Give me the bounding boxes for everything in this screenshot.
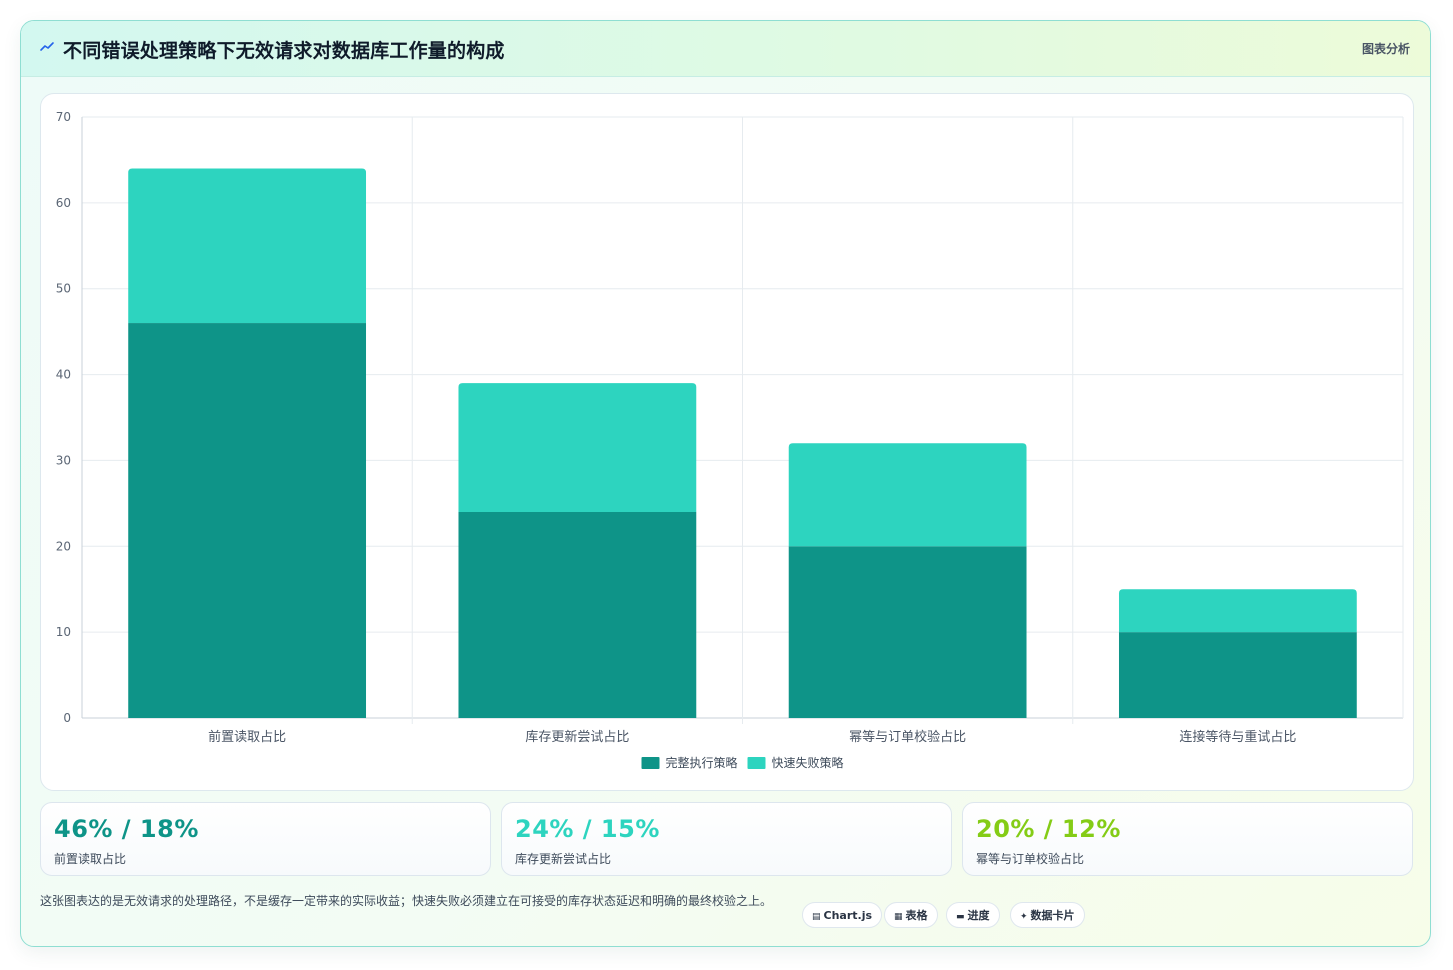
bar-segment xyxy=(128,323,367,718)
trend-icon xyxy=(40,42,54,51)
bar-segment xyxy=(788,443,1027,547)
stat-value: 20% / 12% xyxy=(976,815,1121,843)
bar-segment xyxy=(458,511,697,718)
stat-label: 前置读取占比 xyxy=(54,852,127,866)
card-header: 不同错误处理策略下无效请求对数据库工作量的构成 图表分析 xyxy=(21,21,1430,77)
bar-segment xyxy=(1118,589,1357,633)
y-tick-label: 50 xyxy=(56,282,71,296)
sparkle-icon: ✦ xyxy=(1020,912,1028,922)
bar-segment xyxy=(458,383,697,512)
stat-cards: 46% / 18% 前置读取占比 24% / 15% 库存更新尝试占比 20% … xyxy=(40,802,1414,876)
stat-value: 46% / 18% xyxy=(54,815,199,843)
y-tick-label: 30 xyxy=(56,453,71,467)
legend-swatch xyxy=(641,757,660,769)
page-title: 不同错误处理策略下无效请求对数据库工作量的构成 xyxy=(63,40,505,62)
chip-chartjs[interactable]: ▤ Chart.js xyxy=(802,902,883,928)
legend-label: 完整执行策略 xyxy=(666,755,738,770)
legend-label: 快速失败策略 xyxy=(772,755,844,770)
chart-card: 不同错误处理策略下无效请求对数据库工作量的构成 图表分析 0 10 20 30 40 50… xyxy=(20,20,1431,947)
footer-note: 这张图表达的是无效请求的处理路径，不是缓存一定带来的实际收益；快速失败必须建立在… xyxy=(40,894,773,908)
progress-icon: ▬ xyxy=(956,912,965,922)
stat-label: 库存更新尝试占比 xyxy=(515,852,612,866)
chip-data-card[interactable]: ✦ 数据卡片 xyxy=(1010,902,1085,928)
bar-segment xyxy=(788,546,1027,718)
y-tick-label: 10 xyxy=(56,625,71,639)
stat-label: 幂等与订单校验占比 xyxy=(976,852,1085,866)
legend-swatch xyxy=(747,757,766,769)
bar-segment xyxy=(1118,632,1357,718)
y-tick-label: 20 xyxy=(56,539,71,553)
stacked-bar-chart: 0 10 20 30 40 50 60 70 前置读取占比 库存更新尝试占比 幂等与订单校验占比 连接… xyxy=(56,110,1404,770)
chip-label: 数据卡片 xyxy=(1030,909,1075,922)
x-tick-label: 库存更新尝试占比 xyxy=(525,729,629,745)
y-tick-label: 40 xyxy=(56,368,71,382)
stat-card: 24% / 15% 库存更新尝试占比 xyxy=(501,802,952,876)
bar-segment xyxy=(128,168,367,324)
chart-panel: 0 10 20 30 40 50 60 70 前置读取占比 库存更新尝试占比 幂等与订单校验占比 连接… xyxy=(40,93,1414,791)
table-icon: ▦ xyxy=(894,912,903,922)
y-tick-label: 0 xyxy=(63,711,71,725)
x-tick-label: 前置读取占比 xyxy=(208,729,286,745)
stat-card: 20% / 12% 幂等与订单校验占比 xyxy=(962,802,1413,876)
chart-icon: ▤ xyxy=(812,912,821,922)
x-tick-label: 连接等待与重试占比 xyxy=(1179,729,1296,745)
header-tag: 图表分析 xyxy=(1361,42,1410,56)
stat-card: 46% / 18% 前置读取占比 xyxy=(40,802,491,876)
y-tick-label: 70 xyxy=(56,110,71,124)
stat-value: 24% / 15% xyxy=(515,815,660,843)
chip-label: 表格 xyxy=(905,909,928,922)
chip-label: Chart.js xyxy=(823,909,873,922)
x-tick-label: 幂等与订单校验占比 xyxy=(849,729,966,745)
y-tick-label: 60 xyxy=(56,196,71,210)
chip-label: 进度 xyxy=(967,909,990,922)
chip-progress[interactable]: ▬ 进度 xyxy=(946,902,1000,928)
chip-table[interactable]: ▦ 表格 xyxy=(884,902,938,928)
